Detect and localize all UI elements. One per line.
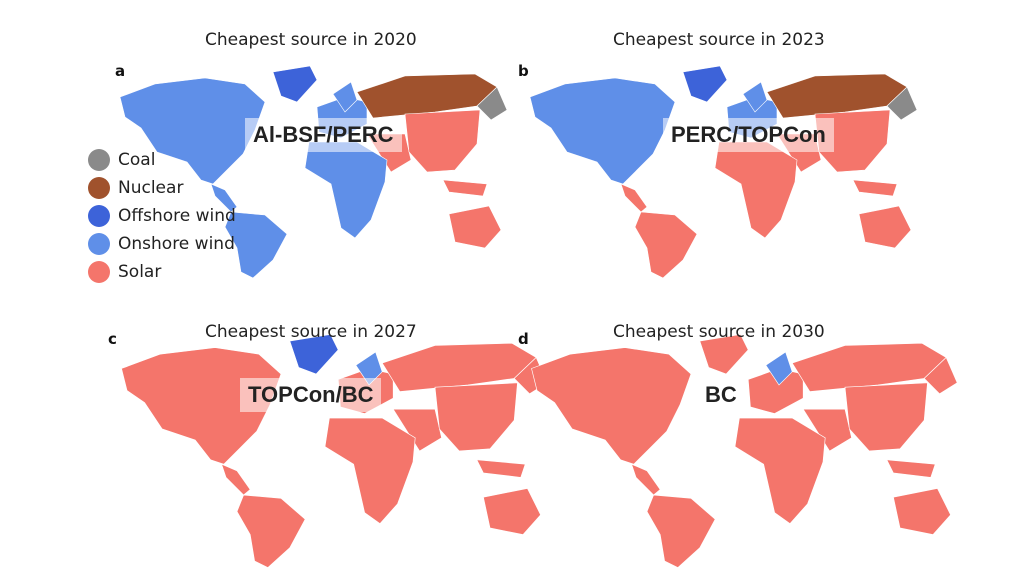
- region-north-america: [119, 77, 266, 185]
- region-north-america: [529, 77, 676, 185]
- world-map-c: [121, 334, 548, 568]
- panel-letter: a: [115, 62, 126, 80]
- panel-title: Cheapest source in 2023: [613, 30, 825, 50]
- legend-label: Coal: [118, 150, 156, 170]
- legend-item-offshore-wind: Offshore wind: [88, 202, 236, 230]
- region-south-america: [236, 494, 306, 568]
- legend: Coal Nuclear Offshore wind Onshore wind …: [88, 146, 236, 286]
- panel-title: Cheapest source in 2030: [613, 322, 825, 342]
- nuclear-swatch: [88, 177, 110, 199]
- region-asia: [404, 109, 481, 173]
- legend-item-coal: Coal: [88, 146, 236, 174]
- region-se-asia: [852, 179, 898, 197]
- world-map-b: [529, 65, 918, 279]
- region-north-america: [121, 347, 282, 465]
- legend-label: Solar: [118, 262, 162, 282]
- region-central-america: [210, 183, 238, 213]
- region-greenland: [682, 65, 728, 103]
- region-east-russia: [923, 356, 958, 395]
- region-scandinavia: [332, 81, 358, 113]
- region-se-asia: [442, 179, 488, 197]
- region-africa: [714, 141, 798, 239]
- coal-swatch: [88, 149, 110, 171]
- technology-label: BC: [697, 378, 745, 412]
- region-central-america: [221, 463, 251, 496]
- panel-letter: b: [518, 62, 529, 80]
- region-africa: [734, 417, 826, 525]
- region-asia: [434, 382, 518, 452]
- technology-label: TOPCon/BC: [240, 378, 382, 412]
- world-map-d: [531, 334, 958, 568]
- onshore-wind-swatch: [88, 233, 110, 255]
- technology-label: PERC/TOPCon: [663, 118, 834, 152]
- region-se-asia: [476, 459, 526, 478]
- region-central-america: [631, 463, 661, 496]
- panel-title: Cheapest source in 2027: [205, 322, 417, 342]
- region-scandinavia: [742, 81, 768, 113]
- region-scandinavia: [765, 351, 793, 386]
- technology-label: Al-BSF/PERC: [245, 118, 402, 152]
- legend-label: Nuclear: [118, 178, 184, 198]
- region-north-america: [531, 347, 692, 465]
- region-greenland: [289, 334, 339, 375]
- solar-swatch: [88, 261, 110, 283]
- region-australia: [858, 205, 912, 249]
- region-central-america: [620, 183, 648, 213]
- offshore-wind-swatch: [88, 205, 110, 227]
- region-australia: [893, 488, 951, 535]
- legend-label: Onshore wind: [118, 234, 235, 254]
- region-asia: [844, 382, 928, 452]
- region-africa: [324, 417, 416, 525]
- region-australia: [448, 205, 502, 249]
- region-africa: [304, 141, 388, 239]
- legend-item-onshore-wind: Onshore wind: [88, 230, 236, 258]
- region-south-america: [224, 211, 288, 279]
- panel-title: Cheapest source in 2020: [205, 30, 417, 50]
- region-greenland: [272, 65, 318, 103]
- legend-label: Offshore wind: [118, 206, 236, 226]
- region-east-russia: [886, 86, 918, 121]
- legend-item-nuclear: Nuclear: [88, 174, 236, 202]
- region-australia: [483, 488, 541, 535]
- panel-letter: c: [108, 330, 117, 348]
- legend-item-solar: Solar: [88, 258, 236, 286]
- region-east-russia: [476, 86, 508, 121]
- panel-letter: d: [518, 330, 529, 348]
- region-south-america: [634, 211, 698, 279]
- region-se-asia: [886, 459, 936, 478]
- region-south-america: [646, 494, 716, 568]
- region-greenland: [699, 334, 749, 375]
